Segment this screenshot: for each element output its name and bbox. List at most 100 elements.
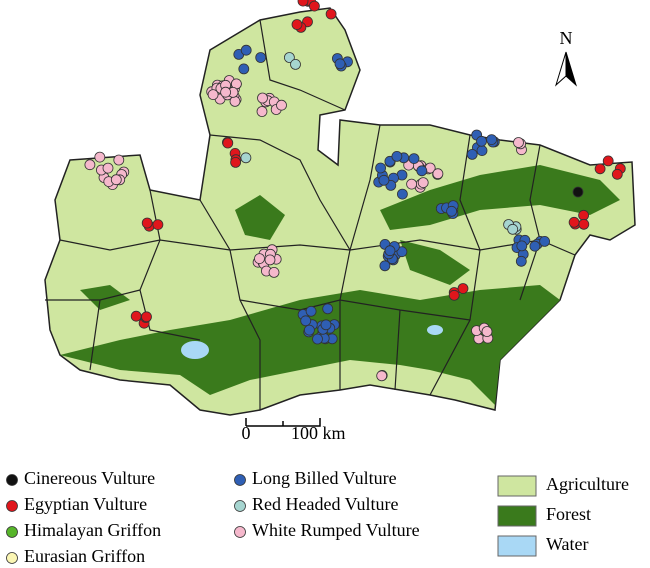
occurrence-point: [303, 324, 315, 336]
occurrence-point: [507, 223, 519, 235]
occurrence-point: [481, 326, 493, 337]
occurrence-point: [396, 246, 408, 258]
occurrence-point: [308, 0, 320, 12]
legend-label: Eurasian Griffon: [24, 546, 145, 566]
occurrence-point: [476, 135, 487, 147]
occurrence-point: [378, 174, 390, 186]
occurrence-point: [254, 253, 265, 265]
occurrence-point: [391, 150, 403, 162]
occurrence-point: [94, 151, 106, 163]
legend-marker: [6, 526, 18, 538]
occurrence-point: [240, 152, 252, 164]
occurrence-point: [276, 99, 287, 111]
occurrence-point: [257, 92, 268, 104]
occurrence-point: [207, 89, 219, 100]
occurrence-point: [408, 153, 420, 165]
occurrence-point: [130, 310, 142, 322]
legend-swatch: [497, 505, 537, 527]
occurrence-point: [406, 178, 418, 190]
scale-start: 0: [242, 423, 251, 443]
legend-marker: [234, 474, 246, 486]
legend-marker: [6, 474, 18, 486]
legend-marker: [234, 526, 246, 538]
occurrence-point: [513, 137, 524, 148]
occurrence-point: [376, 370, 388, 382]
occurrence-point: [375, 162, 387, 174]
north-label: N: [560, 28, 573, 48]
legend-label: White Rumped Vulture: [252, 520, 420, 540]
legend-marker: [234, 500, 246, 512]
occurrence-point: [102, 162, 114, 174]
occurrence-point: [141, 217, 153, 229]
occurrence-point: [305, 305, 317, 317]
occurrence-point: [384, 245, 396, 257]
occurrence-point: [578, 209, 589, 221]
occurrence-point: [379, 260, 391, 272]
legend-swatch: [497, 535, 537, 557]
scale-bar: 0 100 km: [242, 418, 346, 443]
legend-label: Long Billed Vulture: [252, 468, 397, 488]
occurrence-points: [84, 0, 626, 382]
occurrence-point: [334, 58, 346, 70]
occurrence-point: [396, 188, 408, 200]
occurrence-point: [300, 315, 312, 327]
occurrence-point: [230, 156, 242, 168]
occurrence-point: [476, 145, 488, 157]
occurrence-point: [290, 59, 301, 70]
occurrence-point: [432, 168, 444, 180]
water-body: [181, 341, 209, 359]
legend-swatch: [497, 475, 537, 497]
occurrence-point: [255, 52, 267, 63]
occurrence-point: [256, 106, 268, 117]
occurrence-point: [297, 0, 309, 7]
occurrence-point: [417, 177, 429, 189]
occurrence-point: [291, 19, 303, 30]
occurrence-point: [416, 165, 428, 177]
occurrence-point: [602, 155, 614, 167]
occurrence-point: [268, 266, 280, 278]
land-layer: [44, 7, 636, 416]
occurrence-point: [578, 218, 590, 230]
occurrence-point: [264, 254, 276, 266]
legend-marker: [6, 552, 18, 564]
legend-label: Agriculture: [546, 474, 629, 494]
occurrence-point: [238, 63, 250, 75]
north-arrow: N: [555, 28, 577, 87]
occurrence-point: [152, 219, 164, 231]
occurrence-point: [312, 333, 323, 345]
occurrence-point: [141, 311, 152, 323]
occurrence-point: [322, 303, 334, 315]
occurrence-point: [594, 163, 606, 175]
legend-label: Red Headed Vulture: [252, 494, 399, 514]
occurrence-point: [84, 159, 96, 171]
occurrence-point: [229, 96, 241, 107]
occurrence-point: [240, 44, 252, 56]
legend-label: Cinereous Vulture: [24, 468, 155, 488]
occurrence-point: [466, 148, 478, 160]
occurrence-point: [220, 86, 232, 98]
occurrence-point: [113, 154, 125, 166]
occurrence-point: [611, 168, 623, 180]
occurrence-point: [222, 137, 234, 149]
legend: Cinereous Vulture Egyptian Vulture Himalay…: [6, 468, 629, 566]
legend-marker: [6, 500, 18, 512]
legend-label: Himalayan Griffon: [24, 520, 161, 540]
legend-label: Forest: [546, 504, 591, 524]
occurrence-point: [516, 240, 528, 252]
occurrence-point: [486, 134, 498, 146]
legend-label: Egyptian Vulture: [24, 494, 147, 514]
occurrence-point: [568, 216, 580, 228]
occurrence-point: [446, 205, 458, 217]
occurrence-point: [325, 8, 337, 20]
occurrence-point: [539, 235, 550, 247]
water-body: [427, 325, 443, 335]
occurrence-point: [515, 255, 527, 267]
legend-label: Water: [546, 534, 589, 554]
occurrence-point: [572, 186, 584, 198]
occurrence-point: [448, 289, 460, 301]
occurrence-point: [529, 240, 541, 252]
scale-end: 100 km: [291, 423, 346, 443]
occurrence-point: [110, 174, 122, 186]
occurrence-point: [457, 283, 469, 294]
